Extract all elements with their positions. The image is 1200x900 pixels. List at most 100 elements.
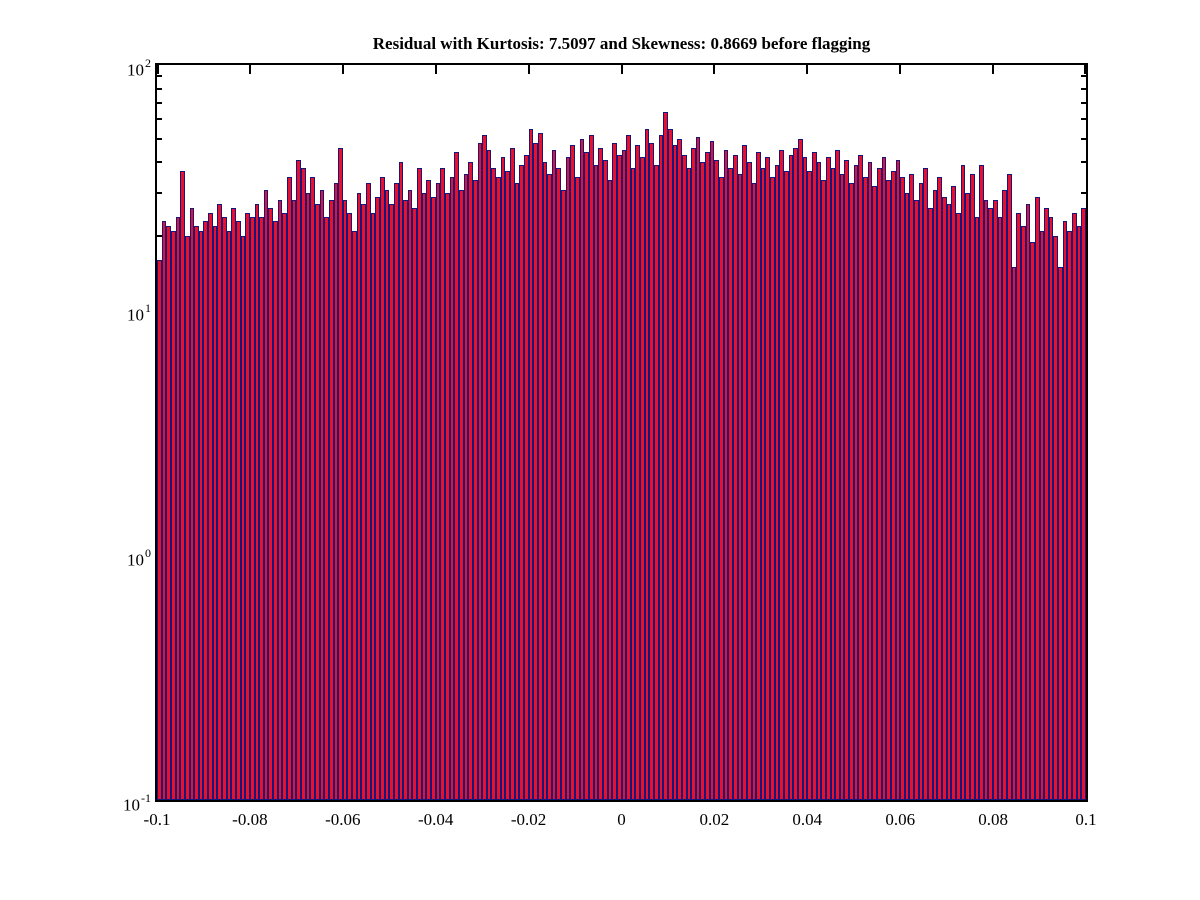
histogram-bar: [301, 168, 306, 800]
histogram-bar: [668, 129, 673, 800]
histogram-bar: [1026, 204, 1030, 800]
histogram-bar: [868, 162, 872, 800]
histogram-bar: [710, 141, 714, 800]
histogram-bar: [640, 157, 645, 800]
histogram-bar: [1007, 174, 1012, 800]
histogram-bar: [306, 193, 310, 800]
histogram-bar: [872, 186, 877, 800]
x-tick: [713, 65, 716, 74]
chart-title: Residual with Kurtosis: 7.5097 and Skewn…: [372, 34, 871, 53]
histogram-bar: [296, 160, 301, 800]
histogram-bar: [696, 137, 700, 800]
histogram-bar: [501, 157, 505, 800]
histogram-bar: [594, 165, 598, 800]
plot-area: [155, 63, 1088, 802]
y-tick: [1081, 137, 1086, 140]
histogram-bar: [942, 197, 947, 800]
y-tick: [157, 235, 162, 238]
histogram-bar: [171, 231, 176, 800]
x-tick-label: -0.1: [143, 810, 171, 829]
histogram-bar: [923, 168, 928, 800]
histogram-bar: [645, 129, 649, 800]
y-tick: [157, 87, 162, 90]
histogram-bar: [417, 168, 422, 800]
histogram-bar: [487, 150, 491, 800]
histogram-bar: [1040, 231, 1044, 800]
histogram-bar: [584, 152, 589, 800]
histogram-bar: [835, 150, 840, 800]
histogram-bar: [1077, 226, 1081, 800]
histogram-bar: [570, 145, 575, 800]
histogram-bar: [886, 180, 891, 800]
histogram-bar: [756, 152, 761, 800]
histogram-bar: [993, 200, 998, 800]
histogram-bar: [817, 162, 821, 800]
histogram-bar: [612, 143, 617, 800]
histogram-bar: [241, 236, 245, 800]
histogram-bar: [190, 208, 194, 800]
histogram-bar: [380, 177, 385, 800]
histogram-bar: [408, 190, 412, 800]
histogram-bar: [217, 204, 222, 800]
histogram-bar: [556, 168, 561, 800]
y-tick: [157, 118, 162, 121]
histogram-bar: [273, 221, 278, 800]
histogram-bar: [747, 162, 752, 800]
histogram-bar: [324, 217, 329, 800]
histogram-bar: [176, 217, 180, 800]
histogram-bar: [700, 162, 705, 800]
histogram-bar: [803, 157, 807, 800]
histogram-bar: [519, 165, 524, 800]
histogram-bar: [752, 183, 756, 800]
x-tick-label: 0.08: [978, 810, 1008, 829]
histogram-bar: [180, 171, 185, 800]
histogram-bar: [1058, 267, 1063, 800]
histogram-bar: [928, 208, 933, 800]
y-tick: [157, 161, 162, 164]
histogram-bar: [975, 217, 979, 800]
histogram-bar: [1016, 213, 1021, 800]
histogram-bar: [840, 174, 844, 800]
x-tick: [620, 65, 623, 74]
histogram-bar: [882, 157, 886, 800]
histogram-bar: [538, 133, 543, 800]
histogram-bar: [464, 174, 468, 800]
x-tick-label: 0.04: [792, 810, 823, 829]
histogram-bar: [984, 200, 988, 800]
histogram-bar: [473, 180, 478, 800]
histogram-bar: [278, 200, 282, 800]
histogram-bar: [849, 183, 854, 800]
histogram-bar: [1063, 221, 1067, 800]
histogram-bar: [552, 150, 556, 800]
histogram-bar: [798, 139, 803, 800]
histogram-bar: [956, 213, 961, 800]
histogram-bar: [905, 193, 909, 800]
histogram-bar: [1067, 231, 1072, 800]
histogram-bar: [705, 152, 710, 800]
y-tick: [1081, 101, 1086, 104]
x-tick-label: -0.04: [417, 810, 454, 829]
x-tick-label: 0.1: [1075, 810, 1097, 829]
histogram-bar: [909, 174, 914, 800]
histogram-bar: [714, 160, 719, 800]
y-tick: [1081, 161, 1086, 164]
histogram-bar: [891, 171, 896, 800]
histogram-bar: [603, 160, 608, 800]
histogram-bar: [1035, 197, 1040, 800]
histogram-bar: [622, 150, 626, 800]
y-tick: [157, 137, 162, 140]
histogram-bar: [812, 152, 817, 800]
histogram-bar: [877, 168, 882, 800]
histogram-bar: [255, 204, 259, 800]
histogram-bar: [863, 177, 868, 800]
histogram-bar: [900, 177, 905, 800]
histogram-bar: [858, 155, 863, 800]
histogram-bar: [919, 183, 923, 800]
x-tick: [992, 65, 995, 74]
x-tick-label: -0.08: [232, 810, 268, 829]
histogram-bar: [431, 197, 436, 800]
histogram-bar: [775, 165, 779, 800]
histogram-bar: [691, 148, 696, 800]
histogram-bar: [505, 171, 510, 800]
histogram-bar: [566, 157, 570, 800]
